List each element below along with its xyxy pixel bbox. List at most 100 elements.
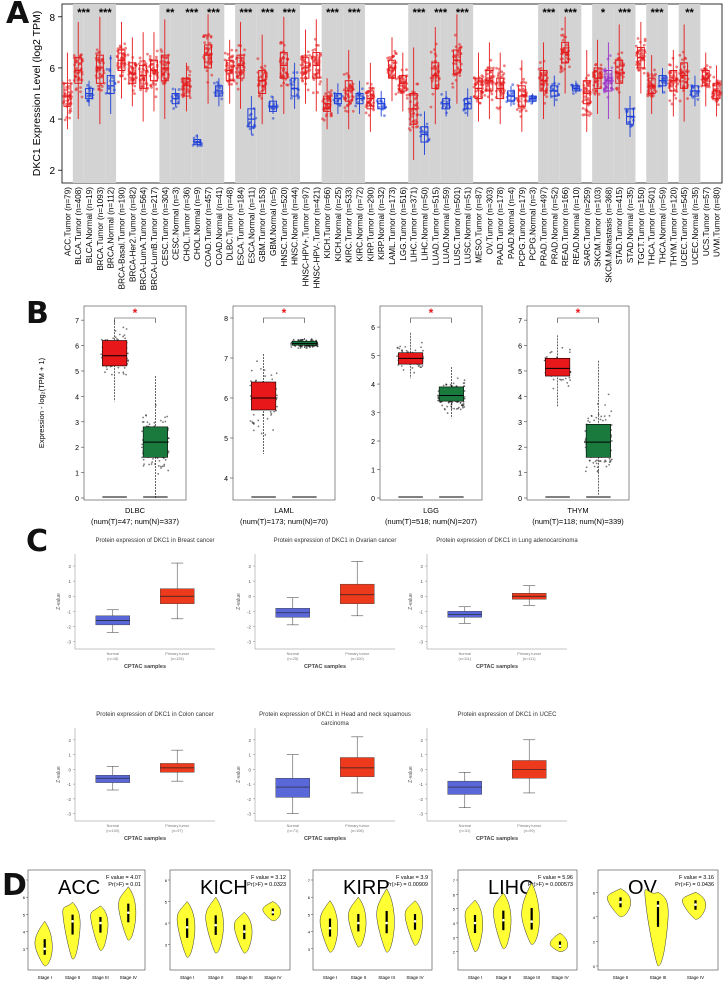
- panel-a-data-point: [413, 97, 417, 101]
- panel-a-y-tick-label: 8: [49, 13, 55, 24]
- panel-a-x-tick-label: GBM.Normal (n=5): [269, 187, 278, 256]
- panel-b-data-point: [598, 460, 601, 462]
- panel-d-stage-label: Stage IV: [120, 975, 137, 980]
- panel-c-y-tick-label: -2: [67, 797, 71, 802]
- panel-b-data-point: [610, 424, 613, 426]
- panel-a-data-point: [686, 97, 689, 100]
- panel-b-data-point: [599, 418, 602, 421]
- panel-a-data-point: [116, 47, 120, 51]
- panel-a-data-point: [133, 84, 137, 88]
- panel-b-data-point: [456, 377, 459, 380]
- panel-b-data-point: [313, 345, 316, 348]
- panel-c-y-tick-label: -2: [419, 797, 423, 802]
- panel-a-significance-label: ***: [283, 7, 297, 19]
- panel-c-x-tick-label: Normal: [287, 652, 299, 656]
- panel-b-y-tick-label: 7: [518, 318, 522, 325]
- panel-c-y-tick-label: 0: [68, 594, 71, 599]
- panel-c-y-tick-label: -2: [67, 624, 71, 629]
- panel-b-data-point: [569, 379, 572, 382]
- panel-b-data-point: [463, 385, 466, 387]
- panel-a-data-point: [131, 55, 135, 59]
- panel-a-data-point: [324, 92, 327, 96]
- panel-b-data-point: [122, 326, 125, 329]
- panel-b-y-tick-label: 2: [518, 445, 522, 452]
- panel-b-data-point: [271, 378, 274, 381]
- panel-a-data-point: [262, 84, 266, 88]
- panel-a-data-point: [429, 105, 433, 109]
- panel-b-data-point: [568, 376, 571, 379]
- panel-d-median-point: [214, 923, 218, 927]
- panel-a-data-point: [592, 91, 596, 95]
- panel-b-data-point: [157, 465, 160, 467]
- panel-d-violin: [493, 892, 512, 950]
- panel-d-violin: [90, 905, 109, 951]
- panel-d-cancer-name: KICH: [200, 877, 248, 899]
- panel-b-y-tick-label: 2: [371, 439, 375, 446]
- panel-d-f-value: F value = 5.96: [538, 875, 573, 881]
- panel-a-data-point: [410, 120, 414, 124]
- panel-b-data-point: [117, 366, 120, 369]
- panel-a-data-point: [80, 95, 84, 99]
- panel-a-x-tick-label: SARC.Tumor (n=259): [583, 187, 592, 266]
- panel-a-data-point: [486, 67, 490, 70]
- panel-a-data-point: [597, 67, 601, 71]
- panel-a-data-point: [594, 62, 598, 66]
- panel-d-stage-label: Stage I: [180, 975, 194, 980]
- panel-b-data-point: [167, 450, 170, 453]
- panel-d-cancer-name: ACC: [58, 877, 100, 899]
- panel-a-data-point: [608, 54, 612, 58]
- panel-a-data-point: [575, 82, 578, 86]
- panel-a-data-point: [344, 109, 347, 113]
- panel-d-y-tick-label: 4: [453, 921, 456, 926]
- panel-c-y-tick-label: 0: [420, 594, 423, 599]
- panel-a-data-point: [290, 96, 293, 100]
- panel-a-data-point: [139, 82, 143, 85]
- panel-c-box: [340, 757, 375, 777]
- panel-b-data-point: [441, 404, 444, 407]
- panel-a-significance-label: ***: [542, 7, 556, 19]
- panel-a-data-point: [165, 77, 169, 81]
- panel-a-data-point: [490, 98, 494, 102]
- panel-d-violin: [262, 901, 281, 922]
- panel-a-data-point: [143, 60, 146, 63]
- panel-a-data-point: [301, 79, 304, 83]
- panel-d-stage-label: Stage IV: [406, 975, 423, 980]
- panel-a-data-point: [213, 81, 216, 85]
- panel-d-median-point: [328, 926, 332, 930]
- panel-a-data-point: [316, 91, 320, 94]
- panel-a-data-point: [129, 78, 133, 82]
- panel-d-y-tick-label: 4: [23, 930, 26, 935]
- panel-a-data-point: [642, 71, 646, 75]
- panel-a-data-point: [366, 81, 369, 85]
- panel-a-data-point: [497, 71, 501, 75]
- panel-a-x-tick-label: HNSC-HPV-.Tumor (n=421): [312, 187, 321, 289]
- panel-c-x-tick-label: (n=125): [171, 657, 185, 661]
- panel-b-data-point: [292, 338, 295, 341]
- panel-a-data-point: [270, 95, 274, 99]
- panel-a-box: [63, 82, 72, 107]
- panel-a-data-point: [188, 70, 192, 73]
- panel-a-data-point: [642, 43, 646, 47]
- panel-a-data-point: [164, 70, 168, 73]
- panel-a-data-point: [670, 80, 673, 84]
- panel-a-data-point: [500, 82, 504, 86]
- panel-a-data-point: [674, 97, 678, 100]
- panel-a-data-point: [670, 102, 674, 106]
- panel-a-box: [258, 69, 267, 95]
- panel-b-data-point: [290, 346, 293, 348]
- panel-d-y-tick-label: 5: [23, 912, 26, 917]
- panel-a-significance-label: ***: [413, 7, 427, 19]
- panel-b-data-point: [146, 421, 149, 424]
- panel-a-data-point: [329, 89, 333, 92]
- panel-b-data-point: [411, 367, 414, 369]
- panel-a-data-point: [209, 35, 213, 39]
- panel-b-data-point: [584, 470, 587, 473]
- panel-a-significance-label: ***: [99, 7, 113, 19]
- panel-c-y-tick-label: 1: [420, 753, 423, 758]
- panel-b-box: [585, 424, 611, 458]
- panel-a-data-point: [312, 78, 316, 81]
- panel-c-y-tick-label: -2: [247, 797, 251, 802]
- panel-a-data-point: [637, 68, 641, 72]
- panel-b-box: [102, 340, 128, 367]
- panel-a-data-point: [537, 67, 541, 71]
